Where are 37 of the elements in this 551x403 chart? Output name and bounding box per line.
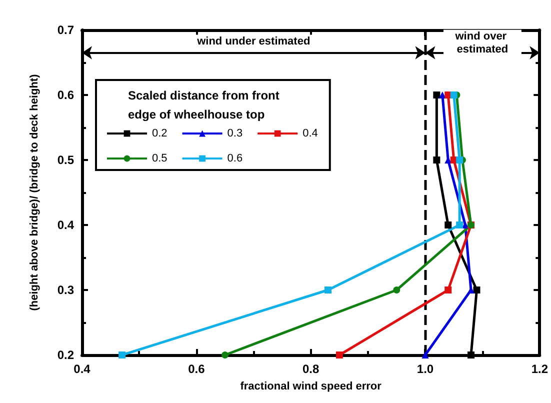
- y-tick-label: 0.5: [57, 153, 74, 167]
- point: [444, 286, 452, 294]
- y-tick-label: 0.3: [57, 283, 74, 297]
- annotation: wind under estimated: [196, 35, 310, 48]
- point: [444, 222, 452, 228]
- y-tick-label: 0.4: [57, 218, 74, 232]
- point: [324, 286, 332, 294]
- x-tick-label: 0.4: [74, 362, 91, 376]
- point: [456, 156, 464, 164]
- x-tick-label: 1.0: [416, 362, 434, 376]
- y-tick-label: 0.6: [57, 88, 74, 102]
- point: [450, 92, 458, 98]
- y-tick-label: 0.7: [57, 23, 74, 37]
- point: [118, 352, 126, 358]
- x-axis-title: fractional wind speed error: [240, 380, 382, 392]
- legend-label: 0.3: [227, 128, 243, 140]
- x-tick-label: 0.6: [188, 362, 206, 376]
- point: [222, 352, 229, 358]
- legend-label: 0.5: [152, 152, 168, 164]
- point: [336, 352, 343, 358]
- annotation: wind over estimated: [454, 30, 510, 56]
- legend-label: 0.2: [152, 128, 168, 140]
- legend-label: 0.6: [227, 152, 243, 164]
- y-axis-title: (height above bridge)/ (bridge to deck height): [28, 74, 40, 311]
- point: [456, 222, 464, 228]
- y-tick-label: 0.2: [57, 348, 74, 362]
- legend-label: 0.4: [302, 128, 318, 140]
- point: [422, 352, 429, 358]
- x-tick-label: 1.2: [531, 362, 548, 376]
- point: [433, 156, 440, 164]
- point: [468, 352, 475, 358]
- point: [433, 92, 440, 98]
- point: [393, 286, 400, 294]
- legend-title: Scaled distance from front edge of wheelhouse top: [128, 88, 283, 122]
- point: [438, 92, 446, 98]
- x-tick-label: 0.8: [302, 362, 320, 376]
- point: [473, 286, 480, 294]
